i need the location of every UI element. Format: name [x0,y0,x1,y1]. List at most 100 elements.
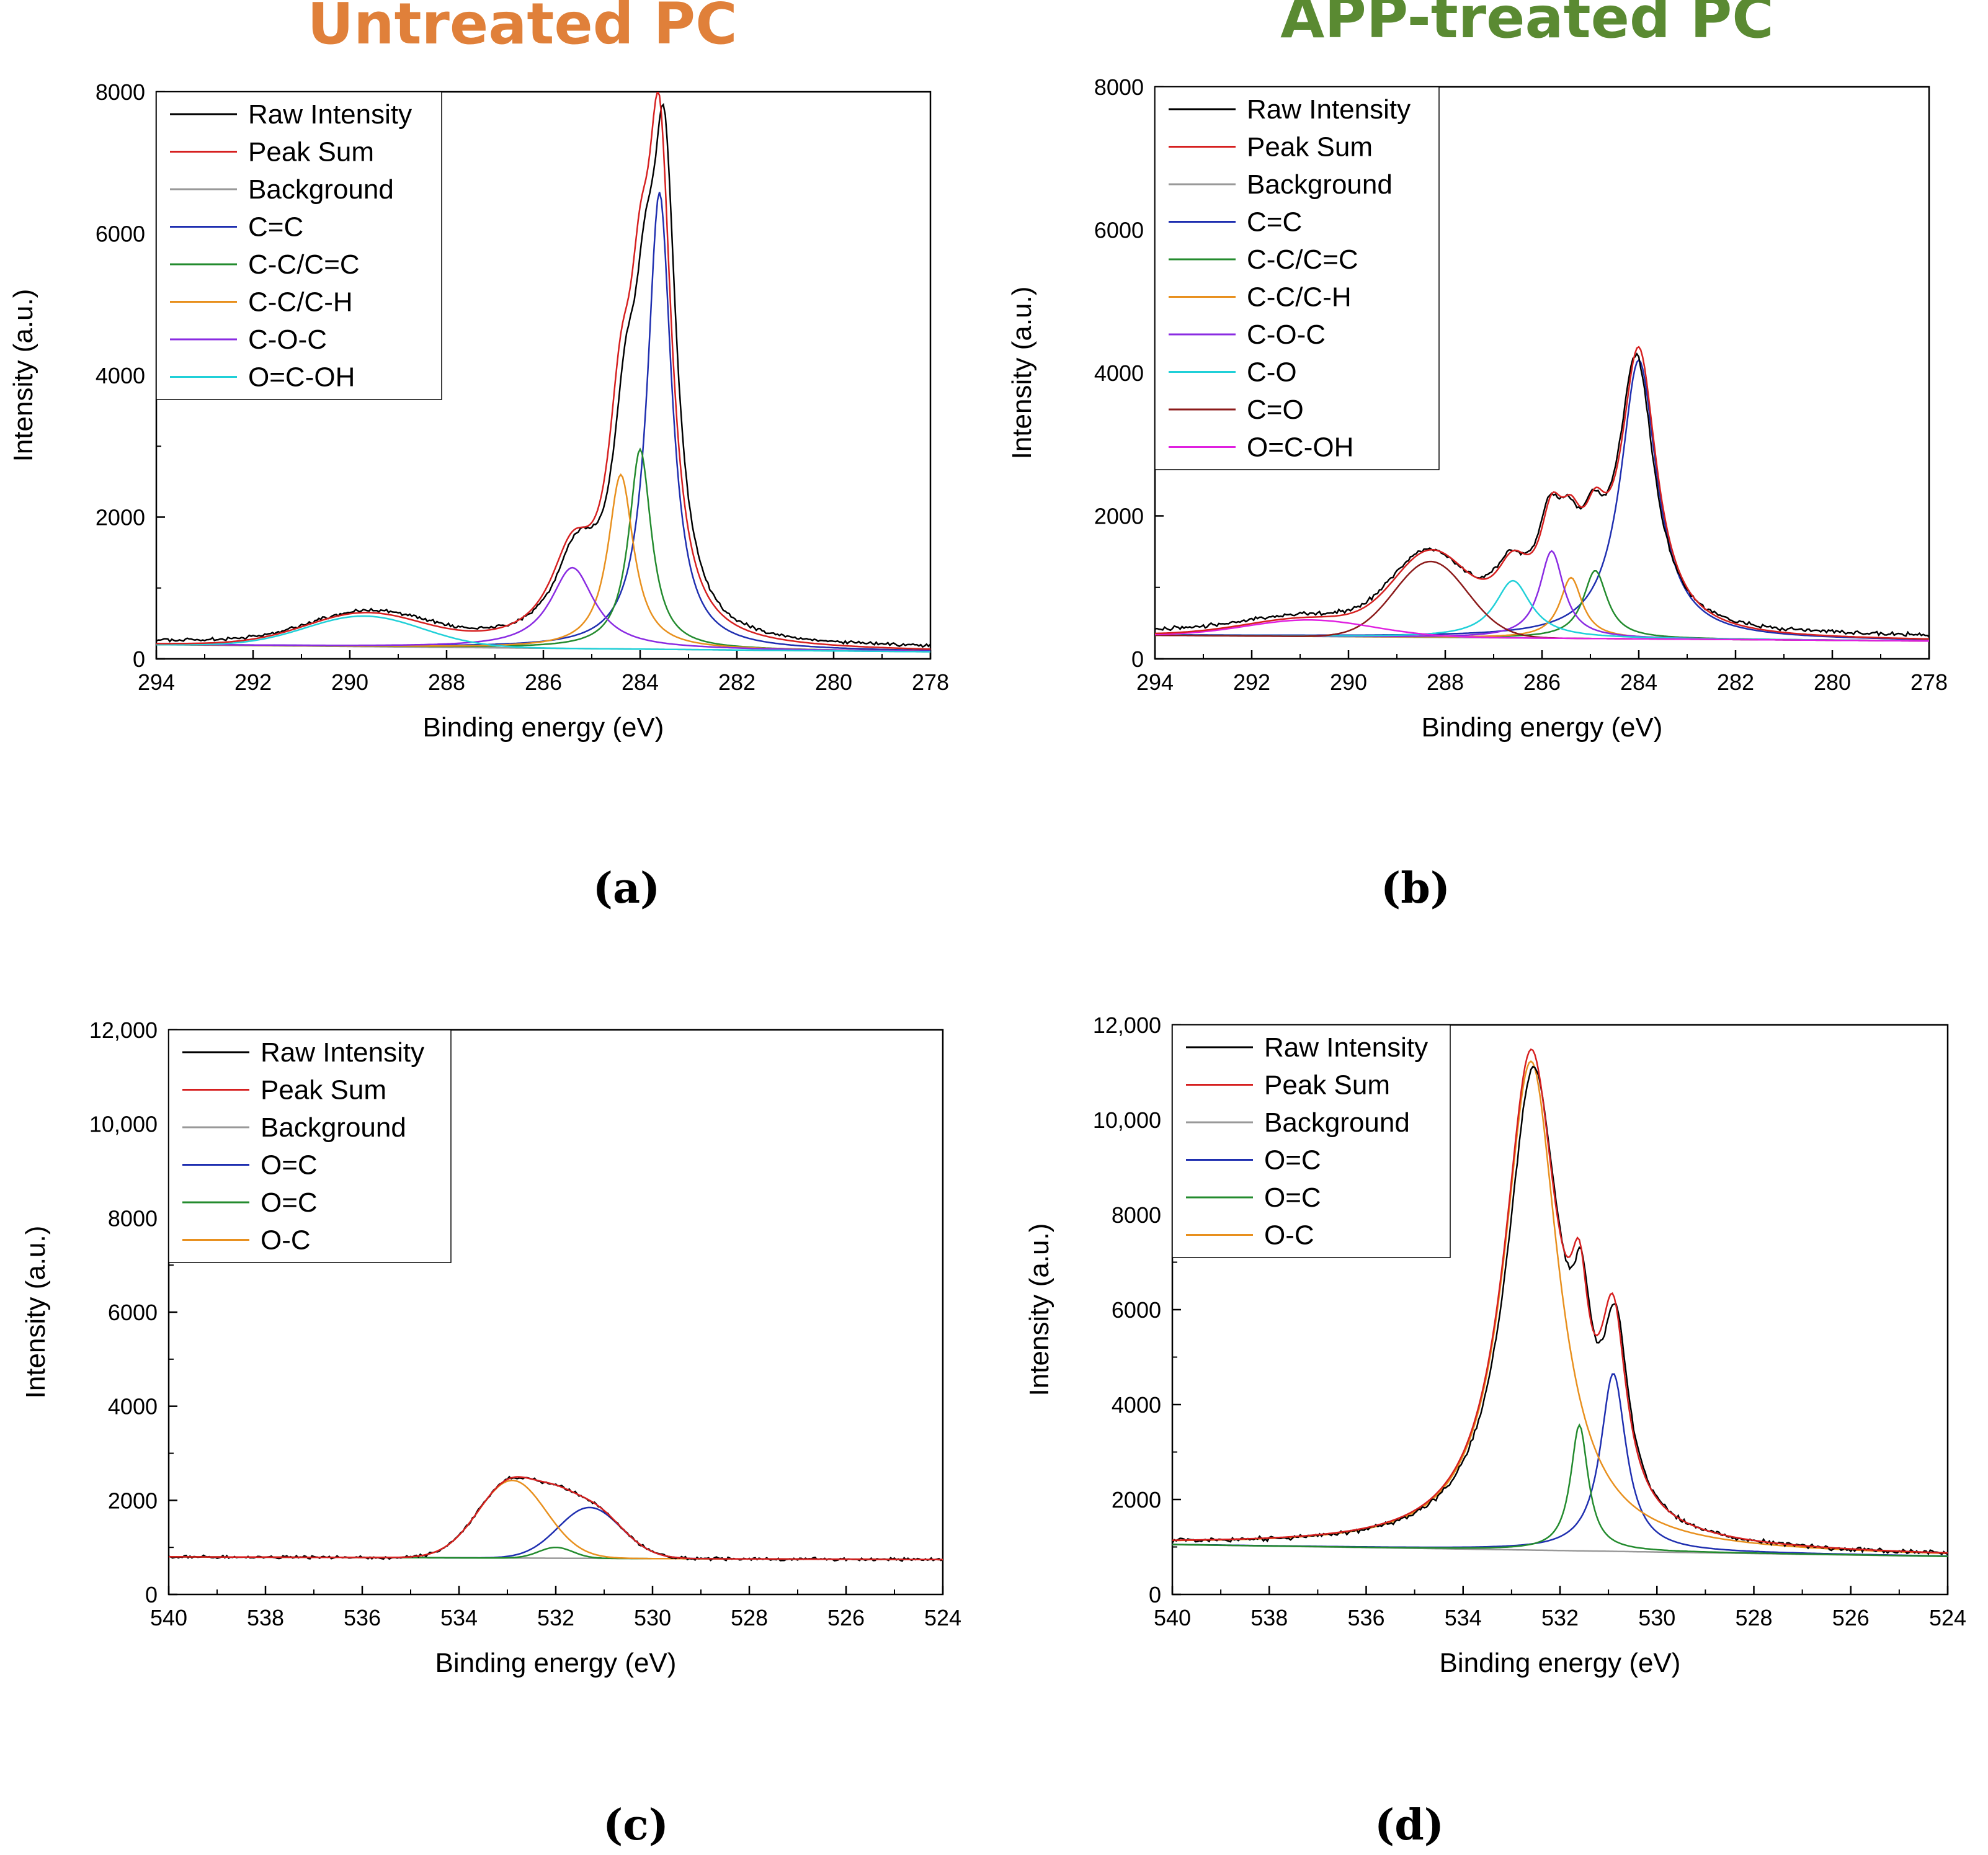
y-tick-label: 2000 [1094,504,1144,529]
legend-label: C-C/C-H [1247,282,1352,313]
y-tick-label: 4000 [96,363,145,388]
y-tick-label: 6000 [1112,1297,1161,1323]
legend: Raw Intensity Peak Sum Background O=C O=C O-C [168,1029,452,1263]
legend-label: Raw Intensity [1264,1032,1428,1063]
x-tick-label: 292 [234,669,272,695]
panel-c: 540 538 536 534 532 530 528 526 524 0 2000 4000 6000… [20,1017,961,1850]
legend-label: O-C [261,1225,311,1256]
y-tick-label: 12,000 [1093,1012,1161,1038]
y-axis-label: Intensity (a.u.) [1024,1223,1054,1397]
legend: Raw Intensity Peak Sum Background C=C C-C/C=… [156,91,442,400]
x-tick-label: 294 [1136,669,1174,695]
x-tick-label: 278 [1910,669,1948,695]
y-tick-label: 8000 [96,79,145,105]
y-tick-label: 10,000 [89,1112,158,1137]
x-tick-label: 528 [1735,1605,1772,1630]
legend-label: C-C/C=C [1247,244,1358,275]
y-tick-label: 2000 [96,505,145,530]
series-peak-sum [1172,1048,1948,1554]
left-panel-title: Untreated PC [307,0,737,57]
legend: Raw Intensity Peak Sum Background C=C C-C/C=… [1154,86,1440,470]
series-peak-sum [156,92,930,650]
series-raw-intensity [156,103,930,648]
legend-label: O=C [1264,1145,1321,1176]
x-tick-label: 278 [912,669,949,695]
x-tick-label: 280 [815,669,852,695]
legend-label: O=C [261,1187,318,1218]
y-tick-label: 4000 [108,1394,158,1419]
legend-label: O=C [261,1150,318,1181]
x-tick-label: 526 [827,1605,865,1630]
legend-label: C=O [1247,395,1304,425]
series-component-c-o-c [156,566,930,653]
y-tick-label: 4000 [1112,1392,1161,1418]
x-tick-label: 538 [247,1605,284,1630]
legend-label: O-C [1264,1220,1314,1251]
y-tick-label: 12,000 [89,1017,158,1043]
panel-caption: (c) [603,1800,669,1850]
x-tick-label: 288 [1427,669,1464,695]
panel-caption: (d) [1375,1800,1444,1850]
x-tick-label: 284 [1620,669,1657,695]
x-tick-label: 524 [1929,1605,1966,1630]
panel-b: 294 292 290 288 286 284 282 280 278 0 2000 4000 6000… [1007,74,1948,913]
legend-label: C-C/C=C [248,249,360,280]
series-peak-sum [1155,346,1929,640]
legend-box [156,91,442,400]
y-tick-label: 0 [1131,646,1144,672]
legend-label: Background [248,174,394,205]
legend-label: C-O-C [248,324,327,355]
x-tick-label: 282 [1717,669,1754,695]
y-tick-label: 4000 [1094,360,1144,386]
legend-label: C-O [1247,357,1297,388]
x-tick-label: 534 [440,1605,478,1630]
legend-label: C=C [248,212,303,243]
y-tick-label: 0 [1149,1582,1161,1607]
x-tick-label: 540 [150,1605,187,1630]
x-axis-label: Binding energy (eV) [1440,1648,1681,1678]
legend-label: Raw Intensity [261,1037,424,1068]
legend-label: C-O-C [1247,320,1326,350]
legend-label: Peak Sum [1247,132,1373,163]
x-tick-label: 292 [1233,669,1270,695]
panel-d: 540 538 536 534 532 530 528 526 524 0 2000 4000 6000… [1024,1012,1966,1850]
x-tick-label: 294 [138,669,175,695]
legend: Raw Intensity Peak Sum Background O=C O=C O-C [1172,1024,1451,1258]
y-axis-label: Intensity (a.u.) [8,289,38,462]
legend-label: Background [1264,1107,1410,1138]
legend-label: Background [261,1112,406,1143]
x-tick-label: 536 [1347,1605,1384,1630]
x-tick-label: 538 [1250,1605,1288,1630]
x-axis-label: Binding energy (eV) [423,712,664,743]
legend-label: Peak Sum [248,137,374,168]
legend-label: Raw Intensity [1247,94,1411,125]
x-tick-label: 280 [1814,669,1851,695]
legend-box [1172,1024,1451,1258]
legend-label: Peak Sum [261,1075,386,1106]
x-tick-label: 540 [1154,1605,1191,1630]
x-tick-label: 536 [344,1605,381,1630]
y-axis-label: Intensity (a.u.) [1007,287,1037,460]
legend-label: O=C-OH [248,362,355,393]
series-component-o-c-oh [1155,619,1929,642]
panel-a: 294 292 290 288 286 284 282 280 278 0 2000 4000 6000… [8,79,949,913]
series-component-o-c-oh [156,615,930,653]
series-component-o-c [1172,1423,1948,1557]
x-tick-label: 290 [1330,669,1367,695]
y-tick-label: 8000 [108,1205,158,1231]
x-tick-label: 284 [622,669,659,695]
x-tick-label: 286 [525,669,562,695]
x-tick-label: 532 [1541,1605,1579,1630]
y-tick-label: 0 [145,1582,158,1607]
legend-label: Raw Intensity [248,99,412,130]
panel-caption: (a) [593,864,660,913]
legend-label: C-C/C-H [248,287,353,318]
legend-label: Background [1247,169,1393,200]
x-tick-label: 534 [1445,1605,1482,1630]
y-tick-label: 2000 [1112,1487,1161,1513]
x-tick-label: 530 [1638,1605,1675,1630]
legend-label: O=C [1264,1182,1321,1213]
legend-box [1154,86,1440,470]
legend-label: Peak Sum [1264,1070,1390,1101]
